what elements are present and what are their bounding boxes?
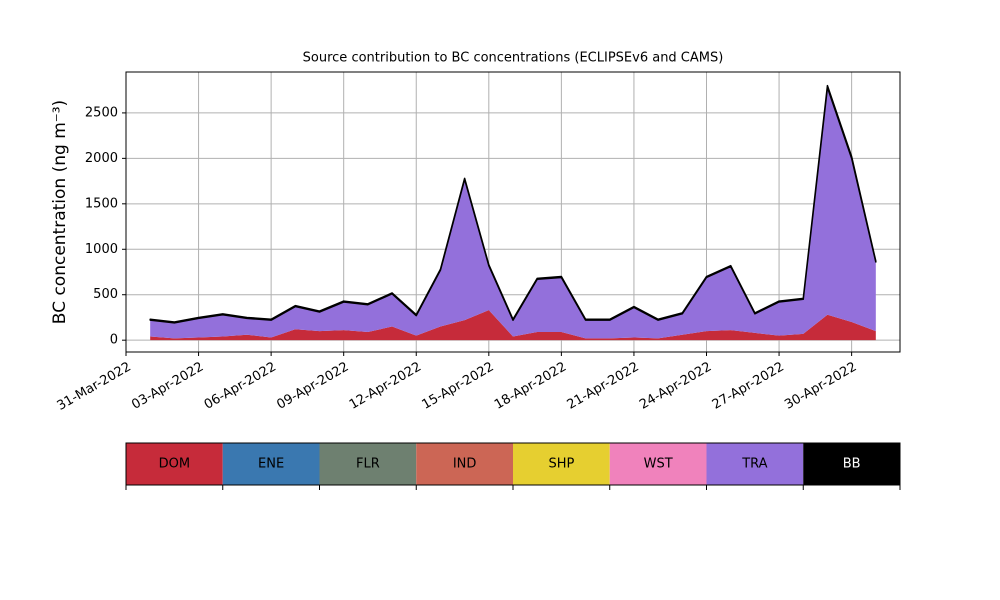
area — [149, 84, 877, 324]
y-tick-label: 1000 — [85, 242, 118, 257]
y-axis-label: BC concentration (ng m⁻³) — [50, 100, 70, 324]
y-tick-label: 0 — [110, 333, 118, 348]
y-tick-label: 500 — [93, 287, 118, 302]
legend-swatch — [803, 443, 900, 485]
plot-frame — [125, 71, 901, 353]
area — [150, 310, 876, 341]
legend-swatch — [416, 443, 513, 485]
y-tick-label: 2000 — [85, 151, 118, 166]
x-tick-label: 31-Mar-2022 — [55, 360, 134, 414]
legend-swatch — [222, 443, 320, 485]
legend-label: WST — [644, 457, 673, 472]
legend-swatch — [319, 443, 417, 485]
legend-swatch — [513, 443, 610, 485]
x-tick-label: 21-Apr-2022 — [565, 360, 642, 413]
legend-label: FLR — [356, 457, 380, 472]
x-tick-label: 15-Apr-2022 — [419, 360, 496, 413]
legend-label: SHP — [548, 457, 574, 472]
legend-label: IND — [453, 457, 477, 472]
legend-label: TRA — [741, 457, 767, 472]
x-tick-label: 27-Apr-2022 — [710, 360, 787, 413]
x-tick-label: 03-Apr-2022 — [129, 360, 206, 413]
x-tick-label: 18-Apr-2022 — [492, 360, 569, 413]
y-tick-label: 2500 — [85, 105, 118, 120]
y-tick-label: 1500 — [85, 196, 118, 211]
x-tick-label: 30-Apr-2022 — [782, 360, 859, 413]
legend-frame — [125, 442, 901, 486]
legend-label: BB — [843, 457, 861, 472]
x-tick-label: 12-Apr-2022 — [347, 360, 424, 413]
area — [150, 87, 876, 339]
legend-swatch — [609, 443, 707, 485]
chart-title: Source contribution to BC concentrations… — [303, 51, 724, 66]
x-tick-label: 24-Apr-2022 — [637, 360, 714, 413]
legend-label: ENE — [258, 457, 284, 472]
legend-swatch — [126, 443, 223, 485]
x-tick-label: 09-Apr-2022 — [274, 360, 351, 413]
x-tick-label: 06-Apr-2022 — [202, 360, 279, 413]
legend-swatch — [706, 443, 804, 485]
legend-label: DOM — [159, 457, 190, 472]
